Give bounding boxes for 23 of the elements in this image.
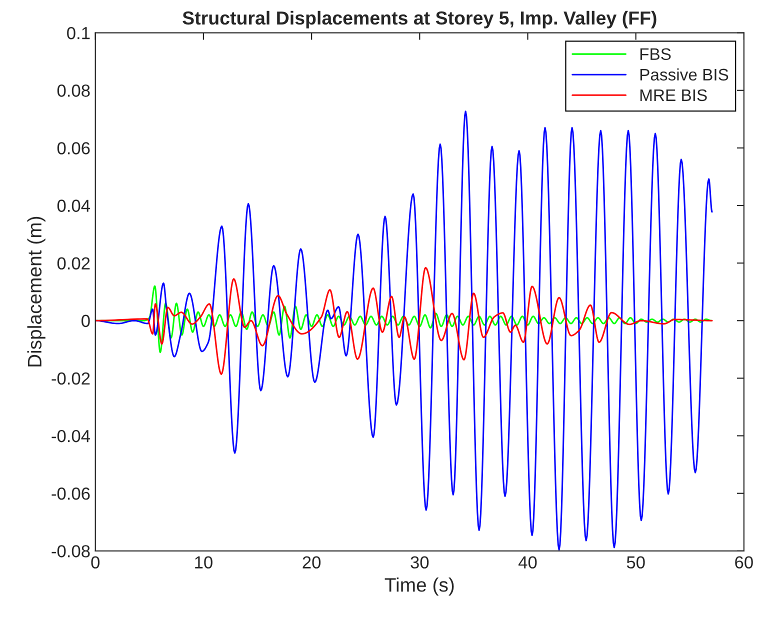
x-axis-title: Time (s)	[384, 578, 454, 596]
x-tick-label: 30	[410, 556, 429, 569]
x-tick-label: 0	[91, 556, 100, 569]
x-tick-label: 40	[518, 556, 537, 569]
legend-label: MRE BIS	[640, 89, 707, 102]
y-tick-label: -0.04	[52, 430, 90, 442]
x-tick-label: 20	[302, 556, 321, 569]
y-tick-label: 0.02	[57, 257, 90, 270]
y-tick-label: -0.02	[52, 372, 90, 385]
y-axis-title: Displacement (m)	[27, 216, 46, 366]
x-tick-label: 60	[735, 556, 753, 569]
y-tick-label: -0.08	[52, 545, 90, 558]
y-tick-label: 0.04	[57, 200, 90, 212]
y-tick-label: 0.06	[57, 142, 90, 154]
legend-label: Passive BIS	[640, 68, 728, 81]
chart-title: Structural Displacements at Storey 5, Imp. Valley (FF)	[182, 10, 656, 28]
y-tick-label: 0.1	[67, 26, 90, 40]
y-tick-label: 0	[82, 314, 90, 328]
legend-label: FBS	[640, 48, 671, 60]
y-tick-label: -0.06	[52, 488, 90, 500]
x-tick-label: 50	[626, 556, 645, 569]
y-tick-label: 0.08	[57, 84, 90, 97]
x-tick-label: 10	[195, 556, 212, 569]
